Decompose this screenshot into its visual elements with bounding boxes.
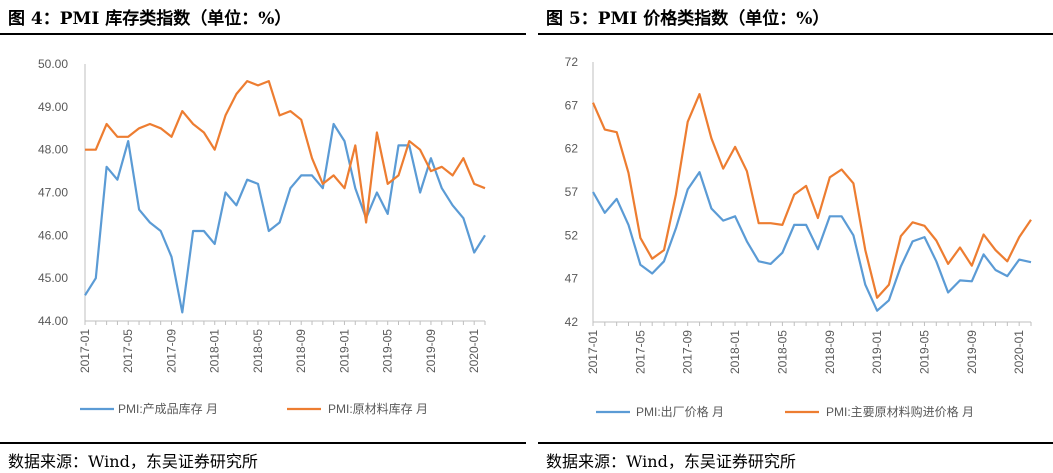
y-tick-label: 47	[565, 272, 579, 286]
x-tick-label: 2019-05	[381, 329, 395, 373]
x-tick-label: 2017-01	[78, 329, 92, 373]
y-tick-label: 57	[565, 185, 579, 199]
x-tick-label: 2018-01	[208, 329, 222, 373]
y-tick-label: 42	[565, 315, 579, 329]
series-line	[85, 79, 486, 224]
title-rule	[538, 33, 1053, 35]
series-line	[84, 122, 486, 314]
inventory-index-chart: 44.00 45.00 46.00 47.00 48.00 49.00 50.00 2017-…	[38, 57, 486, 416]
chart-title: 图 4：PMI 库存类指数（单位：%）	[8, 9, 292, 29]
legend-label: PMI:主要原材料购进价格 月	[826, 404, 974, 419]
y-tick-label: 48.00	[38, 143, 68, 157]
y-tick-label: 49.00	[38, 100, 68, 114]
y-tick-label: 72	[565, 55, 579, 69]
source-rule	[538, 442, 1053, 444]
x-tick-label: 2019-05	[917, 330, 931, 374]
legend-label: PMI:原材料库存 月	[328, 401, 428, 416]
x-tick-label: 2017-09	[681, 330, 695, 374]
x-tick-label: 2019-01	[870, 330, 884, 374]
chart-title: 图 5：PMI 价格类指数（单位：%）	[546, 9, 830, 29]
series-line	[592, 171, 1032, 312]
y-tick-label: 45.00	[38, 271, 68, 285]
legend-label: PMI:产成品库存 月	[118, 401, 218, 416]
chart-panel-inventory: 图 4：PMI 库存类指数（单位：%） 44.00 45.00 46.00 47.00…	[0, 0, 526, 473]
price-index-chart: 42 47 52 57 62 67 72 2017-01 2017-05 2017-09 2018-…	[565, 55, 1032, 419]
x-tick-label: 2019-09	[965, 330, 979, 374]
data-source: 数据来源：Wind，东吴证券研究所	[546, 452, 796, 471]
y-tick-label: 46.00	[38, 228, 68, 242]
x-tick-label: 2017-09	[164, 329, 178, 373]
x-tick-label: 2018-05	[251, 329, 265, 373]
y-tick-label: 62	[565, 142, 579, 156]
title-rule	[0, 33, 526, 35]
y-tick-label: 50.00	[38, 57, 68, 71]
x-tick-label: 2017-05	[121, 329, 135, 373]
x-tick-label: 2020-01	[1012, 330, 1026, 374]
x-tick-label: 2019-01	[337, 329, 351, 373]
x-tick-label: 2017-05	[633, 330, 647, 374]
x-tick-label: 2019-09	[424, 329, 438, 373]
source-rule	[0, 442, 526, 444]
y-tick-label: 44.00	[38, 314, 68, 328]
y-tick-label: 52	[565, 228, 579, 242]
chart-panel-price: 图 5：PMI 价格类指数（单位：%） 42 47 52 57 62 67 72 2017-0…	[538, 0, 1053, 473]
legend-label: PMI:出厂价格 月	[636, 404, 724, 419]
y-tick-label: 67	[565, 98, 579, 112]
x-tick-label: 2018-09	[823, 330, 837, 374]
data-source: 数据来源：Wind，东吴证券研究所	[8, 452, 258, 471]
series-line	[591, 92, 1032, 299]
x-tick-label: 2020-01	[467, 329, 481, 373]
x-tick-label: 2017-01	[586, 330, 600, 374]
x-tick-label: 2018-01	[728, 330, 742, 374]
x-tick-label: 2018-05	[775, 330, 789, 374]
x-tick-label: 2018-09	[294, 329, 308, 373]
y-tick-label: 47.00	[38, 186, 68, 200]
